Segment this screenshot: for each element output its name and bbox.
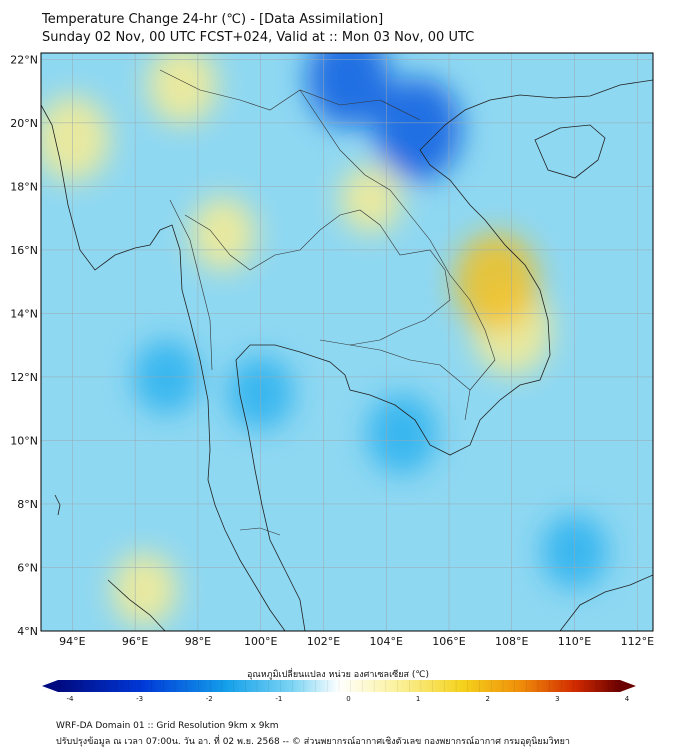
temperature-anomaly-warm-12 [111,552,178,627]
coastline-tonkin [429,79,653,141]
border-thailand [184,209,451,346]
lat-tick-label: 8°N [17,498,38,511]
colorbar-tick-label: -3 [136,695,143,703]
map-title: Temperature Change 24-hr (℃) - [Data Ass… [42,12,384,27]
temperature-field [41,53,608,627]
temperature-anomaly-cold-0 [306,53,391,128]
coastline-sumatra [107,579,166,631]
coastline-andaman [54,494,61,516]
lon-tick-label: 108°E [495,635,528,648]
country-borders [159,69,496,536]
colorbar-tick-label: 2 [486,695,490,703]
border-myanmar-internal [169,199,213,371]
colorbar-max-arrow [620,680,636,692]
temperature-anomaly-cold-1 [373,77,462,182]
border-cambodia [349,344,471,421]
colorbar-tick-label: -2 [206,695,213,703]
colorbar-tick-label: 1 [416,695,420,703]
lat-tick-label: 6°N [17,561,38,574]
temperature-anomaly-cold-2 [366,394,438,475]
lon-tick-label: 112°E [621,635,654,648]
lat-tick-label: 16°N [10,244,38,257]
colorbar: -4 -3 -2 -1 0 1 2 3 4 [42,680,636,703]
lon-tick-label: 104°E [370,635,403,648]
colorbar-tick-label: 3 [555,695,559,703]
colorbar-tick-label: 4 [625,695,630,703]
colorbar-title: อุณหภูมิเปลี่ยนแปลง หน่วย องศาเซลเซียส (… [246,670,430,680]
lat-tick-label: 18°N [10,180,38,193]
temperature-anomaly-warm-10 [190,197,257,272]
temperature-anomaly-warm-8 [41,95,110,182]
lon-tick-label: 110°E [558,635,591,648]
coastline-peninsula-west [207,479,286,631]
lon-tick-label: 98°E [185,635,211,648]
border-malaysia [239,527,281,536]
border-china [159,69,421,121]
graticule [41,53,653,631]
lat-tick-label: 12°N [10,371,38,384]
coastline-gulf [235,139,551,631]
lon-tick-label: 100°E [244,635,277,648]
lat-tick-label: 4°N [17,625,38,638]
colorbar-tick-label: 0 [346,695,350,703]
colorbar-min-arrow [42,680,58,692]
temperature-anomaly-warm-11 [339,165,402,234]
footer-model-info: WRF-DA Domain 01 :: Grid Resolution 9km … [56,721,279,731]
map-subtitle: Sunday 02 Nov, 00 UTC FCST+024, Valid at… [42,30,475,45]
lat-tick-label: 20°N [10,117,38,130]
map-frame [40,52,654,632]
border-laos-vietnam [299,89,496,391]
lon-tick-label: 102°E [307,635,340,648]
lon-tick-label: 94°E [59,635,85,648]
lon-tick-label: 96°E [122,635,148,648]
temperature-anomaly-warm-7 [454,232,538,331]
lon-tick-label: 106°E [432,635,465,648]
coastline-myanmar [41,104,211,481]
longitude-labels: 94°E 96°E 98°E 100°E 102°E 104°E 106°E 108°E 110… [59,635,654,648]
temperature-anomaly-warm-9 [147,53,218,125]
coastlines [41,79,653,631]
lat-tick-label: 10°N [10,434,38,447]
latitude-labels: 22°N 20°N 18°N 16°N 14°N 12°N 10°N 8°N 6°N 4°N [10,53,38,638]
colorbar-tick-label: -1 [275,695,282,703]
coastline-hainan [534,124,606,179]
colorbar-fill [58,680,620,692]
colorbar-tick-label: -4 [67,695,75,703]
lat-tick-label: 22°N [10,53,38,66]
lat-tick-label: 14°N [10,307,38,320]
coastline-borneo [559,574,653,631]
colorbar-ticks: -4 -3 -2 -1 0 1 2 3 4 [67,680,630,703]
footer-credit: ปรับปรุงข้อมูล ณ เวลา 07:00น. วัน อา. ที… [56,737,570,747]
